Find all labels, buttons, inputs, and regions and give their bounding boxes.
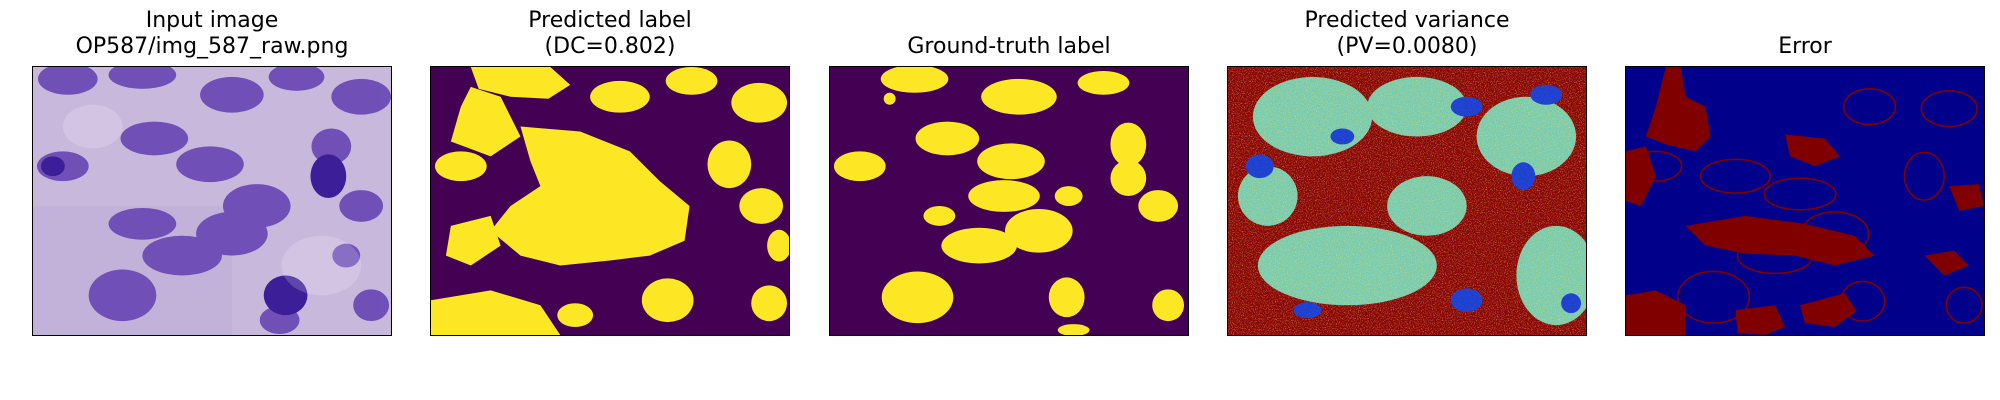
- predicted-label-title-line1: Predicted label: [528, 8, 692, 33]
- ground-truth-title-text: Ground-truth label: [907, 34, 1111, 59]
- error-panel: [1625, 66, 1985, 336]
- input-image-title-line1: Input image: [145, 8, 279, 33]
- predicted-variance-title: Predicted variance (PV=0.0080): [1227, 8, 1587, 60]
- predicted-variance-panel: [1227, 66, 1587, 336]
- ground-truth-map: [830, 67, 1188, 335]
- predicted-variance-title-line1: Predicted variance: [1304, 8, 1510, 33]
- predicted-label-title-line2: (DC=0.802): [544, 34, 676, 59]
- predicted-variance-map: [1228, 67, 1586, 335]
- predicted-variance-title-line2: (PV=0.0080): [1336, 34, 1478, 59]
- input-image-title-line2: OP587/img_587_raw.png: [75, 34, 349, 59]
- error-title-text: Error: [1778, 34, 1832, 59]
- ground-truth-panel: [829, 66, 1189, 336]
- error-title: Error: [1625, 34, 1985, 60]
- input-image-title: Input image OP587/img_587_raw.png: [32, 8, 392, 60]
- input-image: [33, 67, 391, 335]
- predicted-label-map: [431, 67, 789, 335]
- ground-truth-title: Ground-truth label: [829, 34, 1189, 60]
- input-image-panel: [32, 66, 392, 336]
- error-map: [1626, 67, 1984, 335]
- predicted-label-panel: [430, 66, 790, 336]
- predicted-label-title: Predicted label (DC=0.802): [430, 8, 790, 60]
